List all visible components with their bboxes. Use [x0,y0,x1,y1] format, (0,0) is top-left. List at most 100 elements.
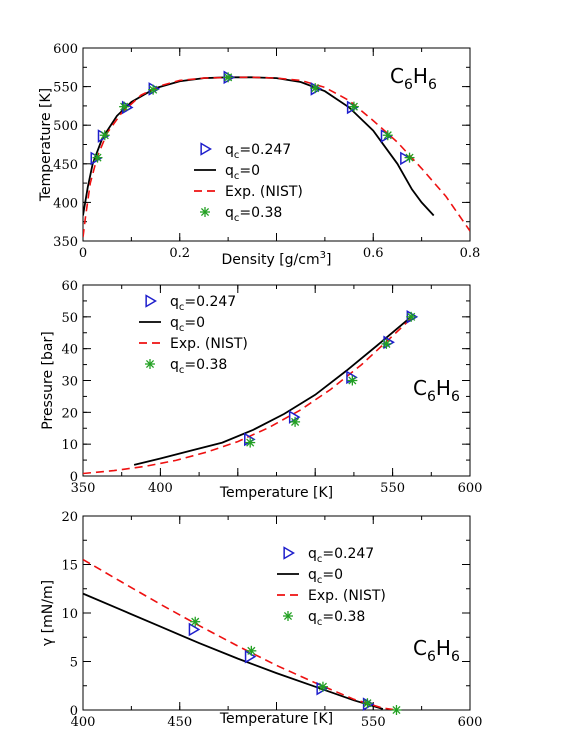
data-point-qc038 [190,616,201,627]
y-axis-label: Temperature [K] [38,88,54,202]
x-tick-label: 0 [79,246,87,261]
star-stroke [120,102,129,111]
x-tick-label: 600 [458,481,483,496]
x-tick-label: 400 [148,481,173,496]
y-tick-label: 60 [61,279,78,294]
molecule-label: C6H6 [390,64,437,93]
data-point-qc0247 [310,82,323,96]
molecule-label: C6H6 [413,636,460,665]
data-point-qc038 [246,645,257,656]
star-stroke [247,646,256,655]
star-stroke [392,705,401,715]
star-stroke [100,131,109,140]
data-point-qc0247 [244,649,257,664]
data-point-qc0247 [362,697,375,711]
series-line-qc0 [133,316,412,466]
data-point-qc038 [223,72,234,83]
series-line-nist [83,558,397,710]
star-stroke [349,102,358,111]
x-tick-label: 0.8 [460,246,481,261]
data-point-qc038 [99,130,110,141]
star-stroke [311,84,320,93]
legend-marker [200,142,212,156]
data-point-qc038 [119,101,130,112]
x-tick-label: 0.2 [169,246,190,261]
data-point-qc038 [382,130,393,141]
data-point-qc038 [404,152,415,163]
data-point-qc038 [347,375,358,386]
star-stroke [363,699,372,708]
legend-label: qc=0.247 [225,142,291,161]
x-tick-label: 600 [458,715,483,730]
data-point-qc038 [391,705,402,715]
legend-label: qc=0.38 [170,357,227,376]
ticks: 0 0.2 0.6 0.8 350 400 450 500 550 600 [53,42,480,261]
chart-panel-2: 350 400 550 600 0 10 20 30 40 50 60 Temperature [K]… [40,279,482,501]
y-tick-label: 500 [53,119,78,134]
y-tick-label: 15 [61,559,78,574]
y-tick-label: 5 [70,656,78,671]
star-stroke [407,312,416,321]
series-line-nist [83,317,412,475]
y-tick-label: 30 [61,375,78,390]
star-stroke [246,438,255,447]
x-tick-label: 550 [380,481,405,496]
data-point-qc0247 [400,151,412,166]
data-point-qc038 [381,338,392,349]
y-tick-label: 10 [61,607,78,622]
x-axis-label: Temperature [K] [219,485,333,501]
legend: qc=0.247 qc=0 Exp. (NIST) qc=0.38 [194,142,303,224]
data-layer [83,316,412,475]
star-stroke [145,359,155,369]
series-line-qc0 [83,592,384,710]
legend-label: Exp. (NIST) [308,588,386,604]
star-stroke [149,85,158,94]
ticks: 400 450 550 600 0 5 10 15 20 [61,510,482,730]
y-tick-label: 10 [61,438,78,453]
data-point-qc038 [406,311,417,322]
legend-marker [283,546,295,560]
star-stroke [191,617,200,626]
y-axis-label: Pressure [bar] [40,331,56,429]
x-tick-label: 350 [71,481,96,496]
chart-panel-3: 400 450 550 600 0 5 10 15 20 Temperature [K] γ [mN… [40,510,482,730]
plot-frame [82,515,471,711]
data-point-qc038 [92,152,103,163]
legend-label: Exp. (NIST) [225,184,303,200]
star-stroke [405,153,414,162]
legend: qc=0.247 qc=0 Exp. (NIST) qc=0.38 [139,294,248,376]
data-point-qc038 [362,698,373,709]
star-stroke [383,131,392,140]
data-point-qc038 [148,84,159,95]
data-point-qc0247 [288,410,301,424]
y-tick-label: 20 [61,406,78,421]
legend-label: Exp. (NIST) [170,336,248,352]
y-tick-label: 20 [61,510,78,525]
legend-label: qc=0 [225,163,260,182]
legend-label: qc=0.38 [225,205,282,224]
star-stroke [93,153,102,162]
legend-label: qc=0 [308,567,343,586]
y-tick-label: 600 [53,42,78,57]
y-tick-label: 40 [61,343,78,358]
data-point-qc038 [310,83,321,94]
legend-marker [145,359,155,369]
legend-marker [283,611,293,621]
y-tick-label: 450 [53,158,78,173]
x-axis-label: Density [g/cm3] [222,250,332,268]
legend-marker [145,294,157,308]
x-axis-label: Temperature [K] [219,711,333,727]
data-point-qc0247 [148,82,161,96]
legend-marker [200,207,210,217]
x-tick-label: 0.6 [363,246,384,261]
data-layer [83,558,397,710]
data-point-qc038 [317,681,328,692]
y-axis-label: γ [mN/m] [40,580,56,646]
molecule-label: C6H6 [413,376,460,405]
legend-label: qc=0.247 [170,294,236,313]
y-tick-label: 0 [70,704,78,719]
legend-label: qc=0.247 [308,546,374,565]
legend-label: qc=0.38 [308,609,365,628]
data-point-qc0247 [188,622,201,637]
